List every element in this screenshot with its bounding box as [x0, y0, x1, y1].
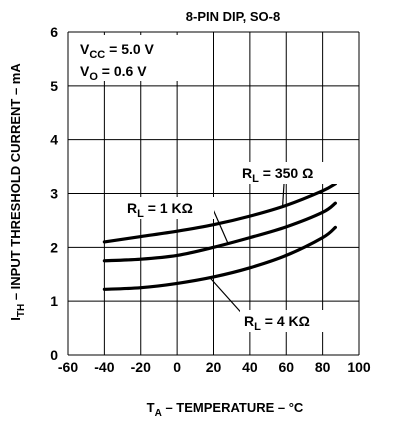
x-tick-label: -60: [58, 359, 78, 375]
y-tick-labels: 0 1 2 3 4 5 6: [50, 24, 58, 363]
series-label-350: RL = 350 Ω: [242, 165, 313, 185]
x-axis-label: TA – TEMPERATURE – °C: [147, 400, 304, 419]
y-tick-label: 2: [50, 239, 58, 255]
series-label-1k-background: [124, 197, 214, 219]
x-tick-label: -20: [131, 359, 151, 375]
x-tick-label: 0: [173, 359, 181, 375]
condition-vcc: VCC = 5.0 V: [80, 41, 155, 61]
series-label-4k: RL = 4 KΩ: [244, 313, 310, 333]
curve-rl-350: [102, 182, 337, 244]
x-tick-label: 100: [347, 359, 371, 375]
curves: [102, 182, 337, 291]
x-tick-label: 60: [278, 359, 294, 375]
chart-title: 8-PIN DIP, SO-8: [186, 9, 280, 24]
leaders: [209, 183, 285, 319]
curve-rl-4k: [102, 225, 337, 291]
x-tick-label: 80: [315, 359, 331, 375]
series-label-4k-background: [240, 310, 335, 332]
y-tick-label: 1: [50, 293, 58, 309]
y-tick-label: 5: [50, 78, 58, 94]
leader-rl-4k: [209, 277, 247, 319]
series-label-350-background: [238, 162, 358, 184]
leader-rl-1k: [211, 206, 229, 244]
conditions-background: [76, 35, 182, 81]
curve-rl-1k: [102, 201, 337, 263]
x-tick-label: 40: [242, 359, 258, 375]
y-tick-label: 0: [50, 347, 58, 363]
x-tick-label: -40: [94, 359, 114, 375]
y-axis-label: ITH – INPUT THRESHOLD CURRENT – mA: [8, 63, 27, 321]
grid: [67, 31, 360, 356]
y-tick-label: 6: [50, 24, 58, 40]
condition-vo: VO = 0.6 V: [80, 63, 147, 83]
series-label-1k: RL = 1 KΩ: [127, 200, 193, 220]
x-tick-label: 20: [206, 359, 222, 375]
leader-rl-350: [282, 183, 285, 207]
y-tick-label: 3: [50, 186, 58, 202]
y-tick-label: 4: [50, 132, 58, 148]
x-tick-labels: -60 -40 -20 0 20 40 60 80 100: [58, 359, 371, 375]
